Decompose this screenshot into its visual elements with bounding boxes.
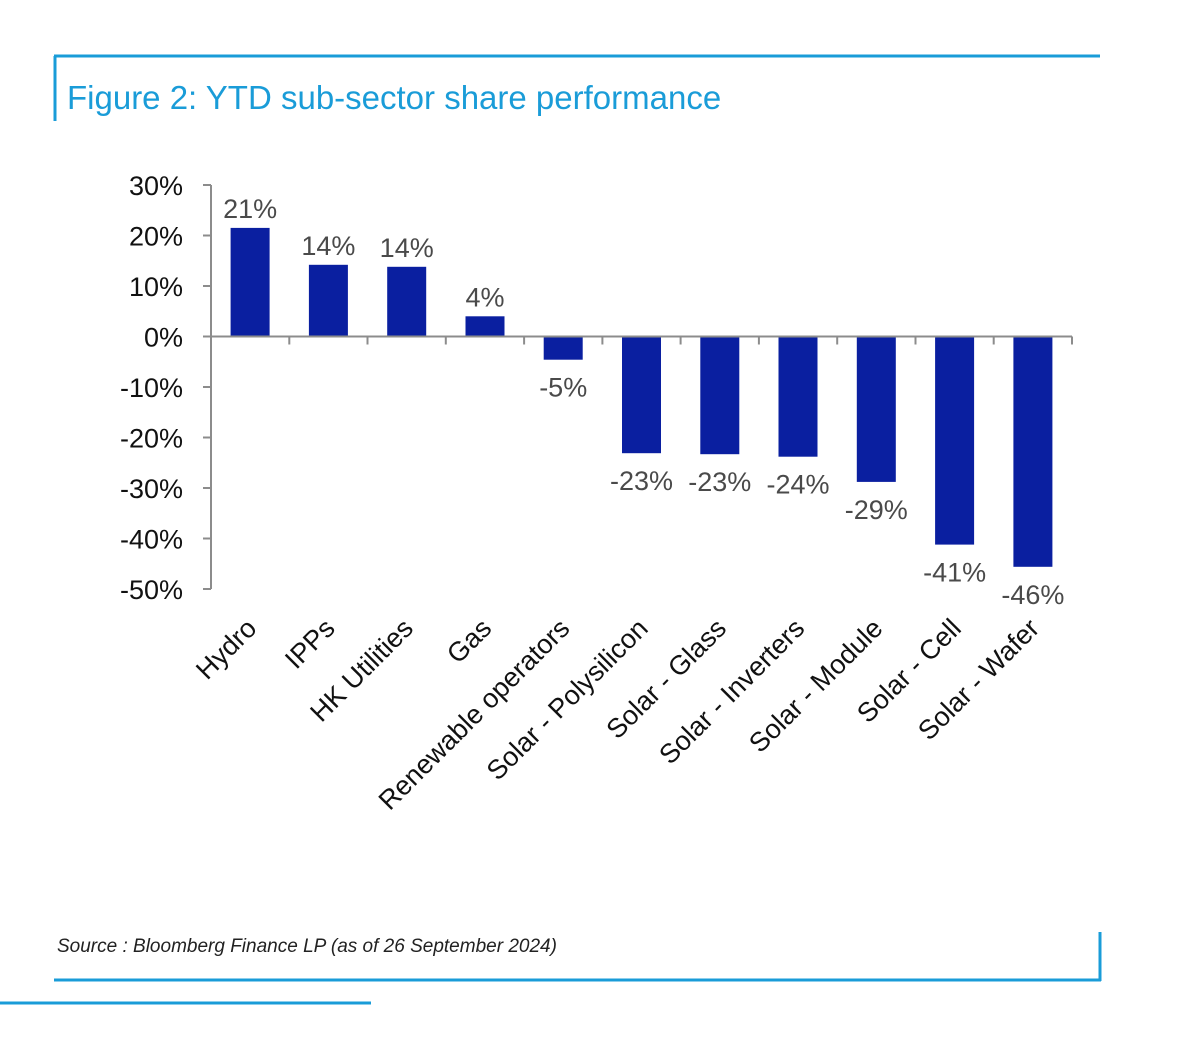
bar-hydro — [230, 227, 270, 337]
data-label-solar-polysilicon: -23% — [610, 466, 673, 496]
x-tick-label-hydro: Hydro — [190, 613, 262, 685]
bar-solar-wafer — [1013, 336, 1053, 567]
bar-renewable-operators — [543, 336, 583, 360]
data-label-solar-glass: -23% — [688, 467, 751, 497]
x-tick-label-solar-inverters: Solar - Inverters — [653, 613, 810, 770]
data-label-hydro: 21% — [223, 194, 277, 224]
y-tick-label: -30% — [120, 474, 183, 504]
y-tick-label: 0% — [144, 323, 183, 353]
data-label-solar-cell: -41% — [923, 558, 986, 588]
data-label-solar-wafer: -46% — [1001, 580, 1064, 610]
y-tick-label: 10% — [129, 272, 183, 302]
bar-solar-glass — [700, 336, 740, 455]
data-label-renewable-operators: -5% — [539, 373, 587, 403]
bar-solar-module — [856, 336, 896, 482]
data-label-ipps: 14% — [301, 231, 355, 261]
data-label-solar-inverters: -24% — [766, 470, 829, 500]
figure-title: Figure 2: YTD sub-sector share performan… — [67, 79, 721, 116]
y-tick-label: -10% — [120, 373, 183, 403]
bar-ipps — [308, 264, 348, 337]
data-label-solar-module: -29% — [845, 495, 908, 525]
y-tick-label: 30% — [129, 171, 183, 201]
bars-layer — [230, 227, 1053, 567]
source-note: Source : Bloomberg Finance LP (as of 26 … — [57, 936, 557, 957]
x-tick-label-gas: Gas — [441, 613, 497, 669]
y-tick-label: 20% — [129, 222, 183, 252]
x-tick-label-solar-module: Solar - Module — [743, 613, 888, 758]
data-label-hk-utilities: 14% — [380, 233, 434, 263]
axes-layer — [203, 184, 1073, 590]
bar-hk-utilities — [387, 266, 427, 337]
data-label-gas: 4% — [465, 282, 504, 312]
bar-gas — [465, 316, 505, 337]
bar-solar-inverters — [778, 336, 818, 457]
bar-solar-cell — [935, 336, 975, 545]
y-tick-label: -50% — [120, 575, 183, 605]
y-tick-label: -40% — [120, 525, 183, 555]
y-tick-label: -20% — [120, 424, 183, 454]
bar-solar-polysilicon — [622, 336, 661, 454]
x-tick-label-ipps: IPPs — [279, 613, 341, 675]
